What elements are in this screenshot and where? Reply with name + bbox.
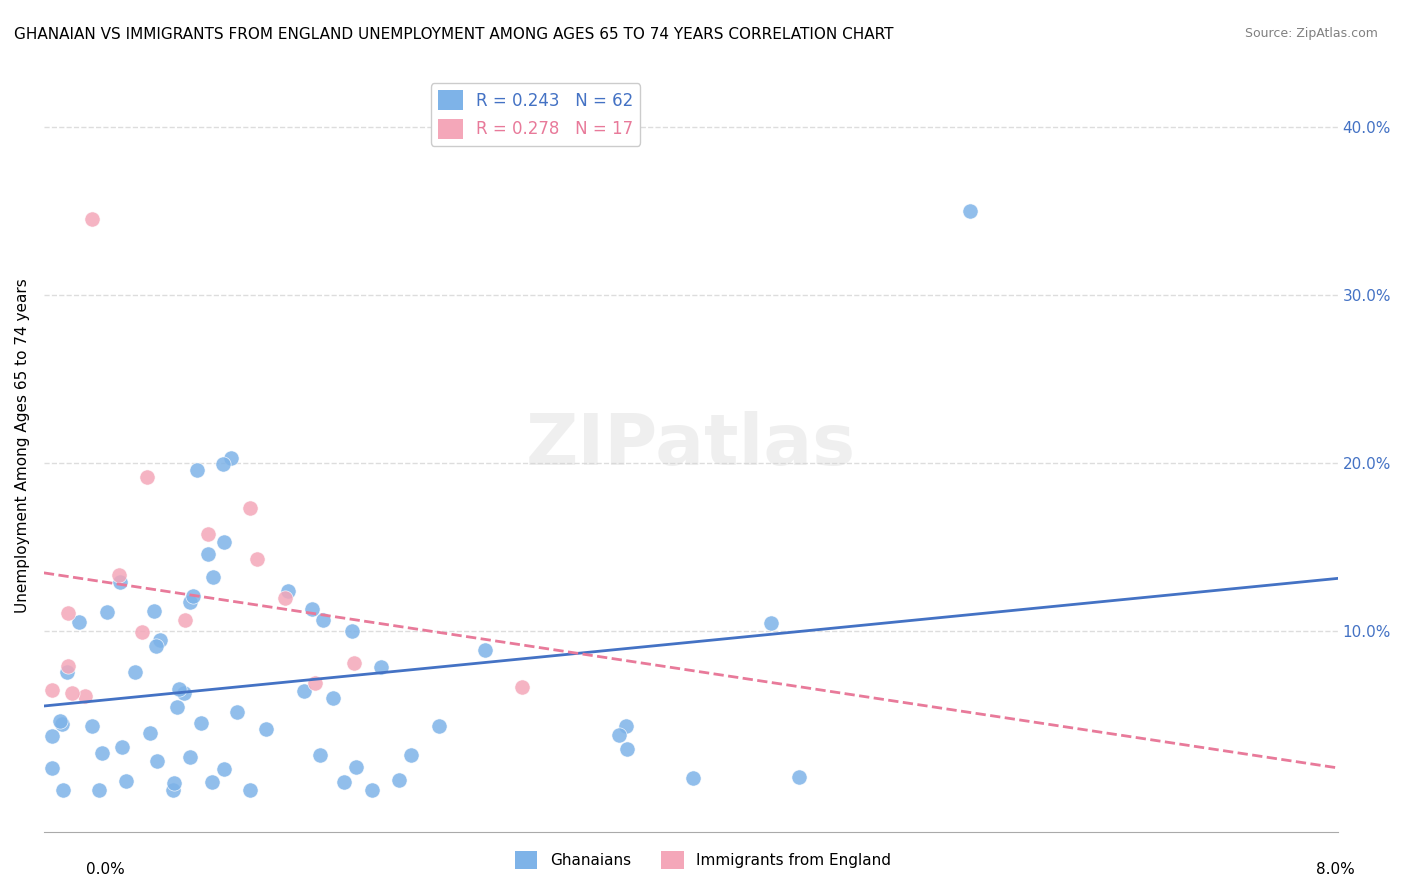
- Point: [108, 575, 131, 590]
- Point: [149, 632, 172, 647]
- Point: [308, 748, 330, 763]
- Point: [186, 463, 208, 477]
- Point: [75, 689, 97, 703]
- Text: ZIPatlas: ZIPatlas: [526, 411, 856, 481]
- Point: [344, 760, 367, 774]
- Point: [246, 552, 269, 566]
- Point: [212, 458, 235, 472]
- Point: [343, 656, 366, 670]
- Point: [179, 749, 201, 764]
- Point: [89, 783, 111, 797]
- Point: [212, 535, 235, 549]
- Point: [51, 716, 73, 731]
- Point: [96, 605, 118, 619]
- Text: GHANAIAN VS IMMIGRANTS FROM ENGLAND UNEMPLOYMENT AMONG AGES 65 TO 74 YEARS CORRE: GHANAIAN VS IMMIGRANTS FROM ENGLAND UNEM…: [14, 27, 894, 42]
- Point: [197, 527, 219, 541]
- Point: [197, 547, 219, 561]
- Point: [143, 604, 166, 618]
- Point: [146, 754, 169, 768]
- Point: [427, 719, 450, 733]
- Point: [82, 212, 104, 227]
- Point: [124, 665, 146, 680]
- Point: [388, 773, 411, 788]
- Point: [56, 665, 79, 680]
- Point: [322, 691, 344, 706]
- Point: [212, 762, 235, 776]
- Point: [41, 682, 63, 697]
- Point: [181, 590, 204, 604]
- Point: [614, 719, 637, 733]
- Point: [190, 715, 212, 730]
- Point: [173, 686, 195, 700]
- Point: [91, 746, 114, 760]
- Point: [292, 684, 315, 698]
- Point: [60, 685, 83, 699]
- Point: [787, 770, 810, 784]
- Point: [682, 771, 704, 785]
- Point: [52, 783, 75, 797]
- Point: [225, 705, 247, 719]
- Legend: Ghanaians, Immigrants from England: Ghanaians, Immigrants from England: [509, 845, 897, 875]
- Point: [56, 606, 79, 620]
- Legend: R = 0.243   N = 62, R = 0.278   N = 17: R = 0.243 N = 62, R = 0.278 N = 17: [432, 83, 640, 145]
- Point: [304, 676, 326, 690]
- Point: [49, 714, 72, 728]
- Point: [201, 570, 224, 584]
- Point: [959, 203, 981, 218]
- Point: [111, 739, 134, 754]
- Point: [163, 775, 186, 789]
- Point: [340, 624, 363, 638]
- Point: [115, 774, 138, 789]
- Point: [136, 469, 159, 483]
- Point: [174, 613, 197, 627]
- Point: [179, 595, 201, 609]
- Point: [82, 719, 104, 733]
- Point: [311, 613, 333, 627]
- Point: [399, 748, 422, 763]
- Point: [41, 729, 63, 743]
- Point: [370, 659, 392, 673]
- Text: 8.0%: 8.0%: [1316, 863, 1355, 877]
- Point: [67, 615, 90, 629]
- Point: [239, 783, 262, 797]
- Point: [510, 681, 533, 695]
- Point: [201, 775, 224, 789]
- Point: [256, 722, 278, 736]
- Point: [761, 616, 783, 631]
- Text: 0.0%: 0.0%: [86, 863, 125, 877]
- Point: [301, 602, 323, 616]
- Point: [145, 639, 167, 653]
- Point: [332, 775, 354, 789]
- Point: [138, 726, 160, 740]
- Point: [616, 742, 638, 756]
- Point: [56, 659, 79, 673]
- Point: [239, 500, 262, 515]
- Point: [221, 450, 243, 465]
- Point: [474, 643, 496, 657]
- Point: [360, 783, 382, 797]
- Point: [162, 783, 184, 797]
- Point: [131, 624, 153, 639]
- Point: [166, 700, 188, 714]
- Point: [607, 728, 630, 742]
- Point: [277, 584, 299, 599]
- Point: [41, 761, 63, 775]
- Point: [108, 567, 131, 582]
- Text: Source: ZipAtlas.com: Source: ZipAtlas.com: [1244, 27, 1378, 40]
- Point: [167, 681, 190, 696]
- Point: [274, 591, 297, 605]
- Y-axis label: Unemployment Among Ages 65 to 74 years: Unemployment Among Ages 65 to 74 years: [15, 278, 30, 614]
